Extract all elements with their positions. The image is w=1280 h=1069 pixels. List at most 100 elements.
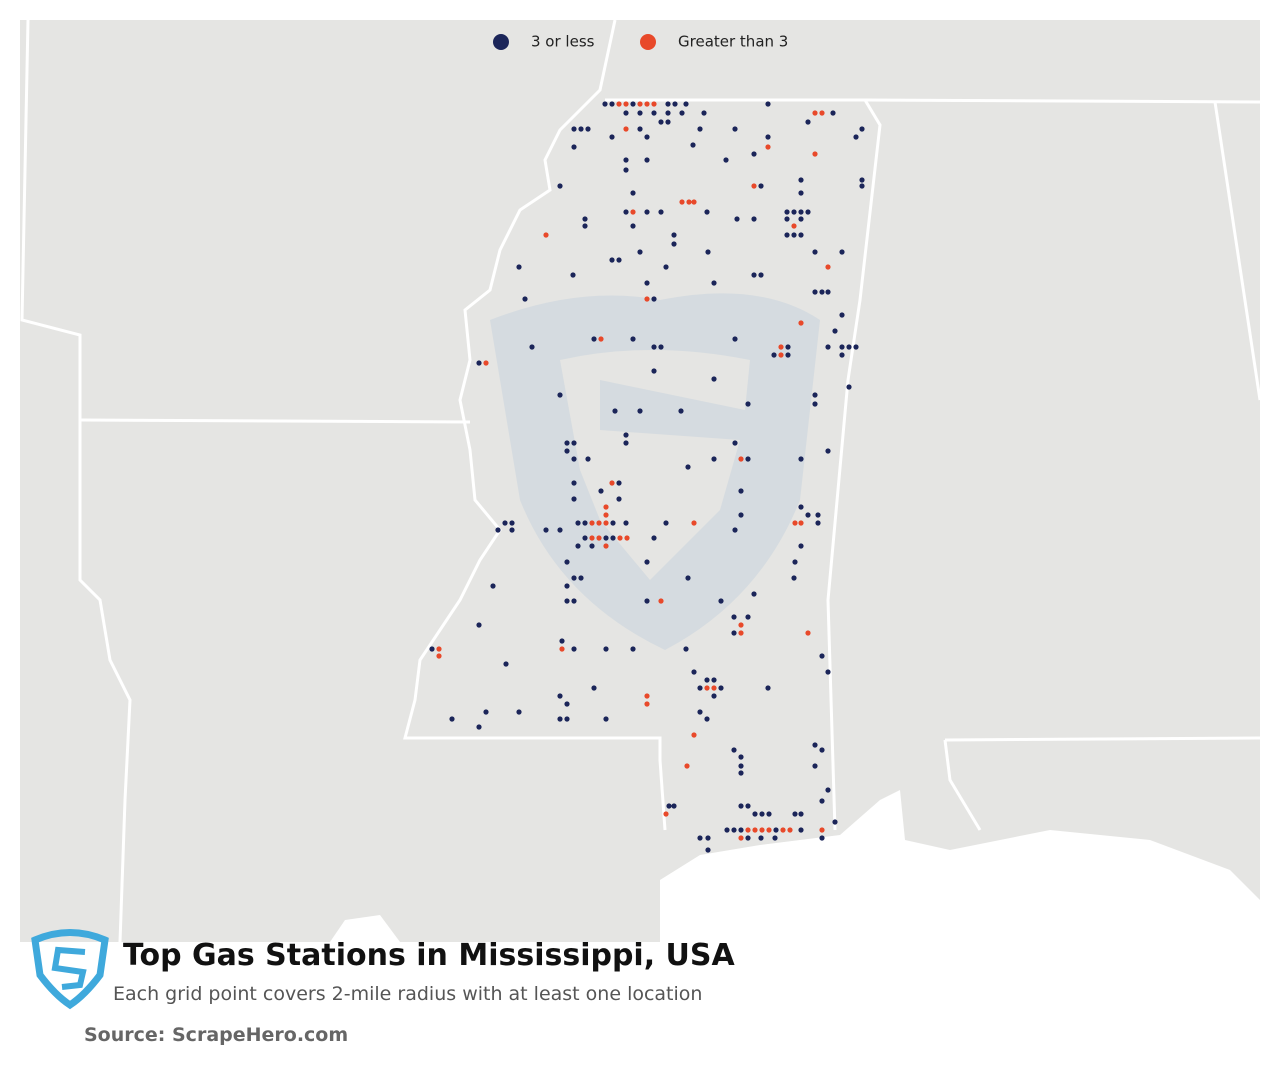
grid-point [623, 126, 629, 132]
grid-point [609, 480, 615, 486]
subtitle: Each grid point covers 2-mile radius wit… [113, 983, 703, 1005]
grid-point [751, 151, 757, 157]
grid-point [805, 119, 811, 125]
grid-point [610, 535, 616, 541]
border [20, 19, 132, 943]
grid-point [798, 320, 804, 326]
grid-point [785, 344, 791, 350]
grid-point [697, 126, 703, 132]
grid-point [732, 126, 738, 132]
grid-point [765, 134, 771, 140]
grid-point [603, 543, 609, 549]
grid-point [791, 575, 797, 581]
grid-point [798, 232, 804, 238]
grid-point [859, 177, 865, 183]
grid-point [509, 520, 515, 526]
grid-point [658, 209, 664, 215]
grid-point [745, 827, 751, 833]
grid-point [571, 456, 577, 462]
grid-point [665, 119, 671, 125]
grid-point [665, 101, 671, 107]
grid-point [582, 535, 588, 541]
grid-point [637, 126, 643, 132]
grid-point [603, 520, 609, 526]
grid-point [630, 223, 636, 229]
grid-point [718, 685, 724, 691]
grid-point [731, 630, 737, 636]
grid-point [623, 157, 629, 163]
grid-point [529, 344, 535, 350]
grid-point [832, 328, 838, 334]
grid-point [825, 344, 831, 350]
grid-point [571, 496, 577, 502]
grid-point [644, 134, 650, 140]
grid-point [759, 811, 765, 817]
grid-point [683, 646, 689, 652]
grid-point [812, 392, 818, 398]
grid-point [685, 464, 691, 470]
grid-point [791, 209, 797, 215]
grid-point [564, 701, 570, 707]
grid-point [578, 126, 584, 132]
grid-point [690, 142, 696, 148]
grid-point [617, 535, 623, 541]
grid-point [798, 209, 804, 215]
grid-point [738, 770, 744, 776]
grid-point [771, 352, 777, 358]
grid-point [724, 827, 730, 833]
grid-point [704, 209, 710, 215]
grid-point [436, 653, 442, 659]
grid-point [859, 183, 865, 189]
logo-shield [31, 929, 109, 1010]
grid-point [798, 456, 804, 462]
grid-point [564, 559, 570, 565]
grid-point [483, 360, 489, 366]
grid-point [798, 827, 804, 833]
grid-point [571, 440, 577, 446]
grid-point [578, 575, 584, 581]
grid-point [812, 401, 818, 407]
grid-point [684, 763, 690, 769]
border [1213, 101, 1262, 401]
grid-point [792, 811, 798, 817]
grid-point [596, 535, 602, 541]
grid-point [671, 232, 677, 238]
grid-point [819, 798, 825, 804]
legend: 3 or less Greater than 3 [493, 33, 788, 51]
grid-point [704, 685, 710, 691]
grid-point [745, 803, 751, 809]
grid-point [557, 392, 563, 398]
grid-point [738, 835, 744, 841]
grid-point [798, 504, 804, 510]
logo [31, 929, 109, 1010]
grid-point [685, 575, 691, 581]
grid-point [585, 126, 591, 132]
grid-point [609, 101, 615, 107]
grid-point [596, 520, 602, 526]
grid-point [543, 527, 549, 533]
grid-point [731, 827, 737, 833]
grid-point [738, 622, 744, 628]
grid-point [758, 183, 764, 189]
grid-point [812, 289, 818, 295]
grid-point [812, 763, 818, 769]
grid-point [766, 811, 772, 817]
grid-point [846, 344, 852, 350]
grid-point [812, 151, 818, 157]
grid-point [637, 110, 643, 116]
grid-point [644, 693, 650, 699]
grid-point [503, 661, 509, 667]
grid-point [859, 126, 865, 132]
grid-point [609, 134, 615, 140]
grid-point [637, 249, 643, 255]
grid-point [571, 575, 577, 581]
grid-point [490, 583, 496, 589]
grid-point [738, 803, 744, 809]
grid-point [751, 183, 757, 189]
legend-swatch [640, 34, 656, 50]
grid-point [571, 144, 577, 150]
logo-s [51, 946, 87, 990]
grid-point [644, 209, 650, 215]
grid-point [476, 622, 482, 628]
grid-point [758, 835, 764, 841]
